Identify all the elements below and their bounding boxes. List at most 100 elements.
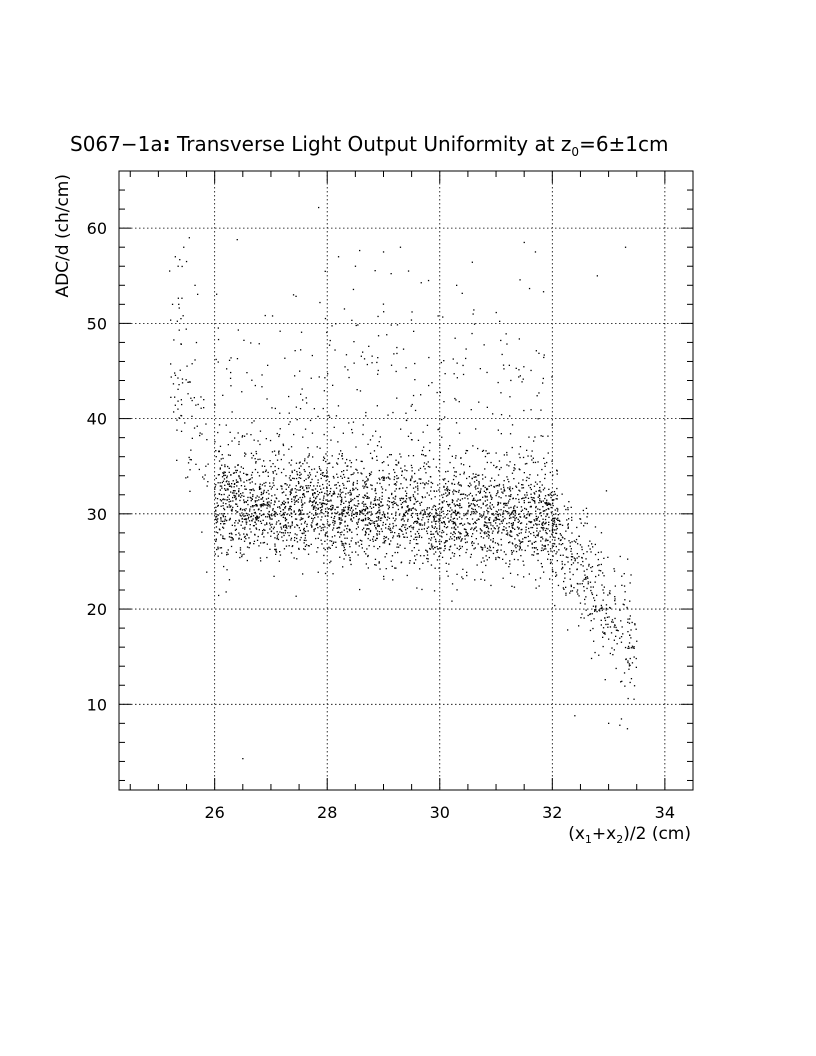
data-point: [567, 526, 569, 528]
data-point: [461, 576, 463, 578]
data-point: [242, 514, 244, 516]
data-point: [590, 620, 592, 622]
data-point: [496, 550, 498, 552]
data-point: [436, 559, 439, 561]
data-point: [269, 528, 271, 530]
data-point: [268, 515, 271, 518]
data-point: [299, 471, 301, 474]
data-point: [466, 571, 468, 573]
data-point: [413, 330, 415, 332]
data-point: [480, 536, 482, 538]
data-point: [530, 488, 532, 491]
data-point: [372, 435, 374, 437]
data-point: [342, 543, 345, 545]
data-point: [294, 375, 296, 377]
data-point: [346, 537, 348, 539]
data-point: [568, 518, 570, 520]
data-point: [378, 561, 380, 563]
data-point: [540, 409, 542, 411]
data-point: [343, 487, 345, 489]
data-point: [463, 523, 466, 525]
data-point: [405, 367, 407, 369]
data-point: [595, 609, 597, 611]
data-point: [377, 335, 380, 337]
data-point: [458, 505, 460, 507]
data-point: [401, 497, 403, 499]
y-tick-label: 10: [87, 695, 107, 714]
data-point: [460, 523, 462, 525]
data-point: [275, 473, 278, 475]
data-point: [414, 508, 416, 510]
data-point: [356, 480, 358, 482]
data-point: [530, 369, 532, 372]
y-axis-label: ADC/d (ch/cm): [53, 174, 73, 298]
data-point: [187, 462, 190, 464]
data-point: [533, 492, 535, 494]
data-point: [323, 495, 325, 497]
data-point: [393, 500, 395, 503]
data-point: [460, 533, 462, 535]
data-point: [345, 554, 347, 556]
data-point: [247, 518, 249, 520]
data-point: [485, 555, 487, 557]
data-point: [513, 507, 515, 510]
data-point: [274, 545, 276, 547]
data-point: [287, 522, 289, 524]
data-point: [362, 485, 364, 487]
data-point: [306, 487, 308, 490]
data-point: [341, 515, 344, 517]
data-point: [375, 527, 377, 529]
data-point: [307, 474, 309, 476]
data-point: [235, 498, 237, 501]
data-point: [422, 482, 424, 484]
data-point: [343, 476, 346, 478]
data-point: [422, 454, 424, 456]
data-point: [482, 502, 484, 504]
data-point: [383, 476, 385, 478]
data-point: [500, 509, 502, 511]
data-point: [518, 498, 520, 501]
data-point: [419, 504, 421, 506]
data-point: [285, 545, 288, 547]
data-point: [454, 397, 456, 400]
data-point: [555, 545, 557, 548]
data-point: [512, 524, 514, 526]
data-point: [237, 481, 239, 483]
data-point: [441, 536, 443, 538]
data-point: [315, 537, 317, 540]
data-point: [253, 509, 255, 511]
data-point: [498, 518, 500, 521]
data-point: [274, 515, 276, 517]
data-point: [473, 497, 475, 499]
data-point: [383, 535, 385, 538]
data-point: [238, 488, 240, 490]
data-point: [552, 531, 554, 534]
data-point: [365, 505, 367, 508]
data-point: [366, 506, 368, 509]
data-point: [390, 560, 392, 562]
data-point: [240, 524, 242, 526]
data-point: [342, 513, 344, 515]
data-point: [226, 368, 228, 370]
data-point: [360, 460, 362, 462]
data-point: [329, 547, 331, 549]
data-point: [418, 523, 420, 525]
data-point: [343, 558, 345, 560]
data-point: [187, 476, 189, 478]
data-point: [479, 532, 482, 534]
data-point: [337, 458, 339, 460]
data-point: [523, 497, 525, 499]
data-point: [518, 520, 520, 522]
data-point: [250, 500, 252, 502]
data-point: [346, 525, 349, 527]
data-point: [407, 505, 409, 507]
data-point: [414, 536, 417, 538]
data-point: [262, 492, 264, 495]
data-point: [368, 528, 370, 530]
data-point: [539, 577, 542, 579]
data-point: [234, 490, 236, 492]
data-point: [414, 498, 417, 501]
data-point: [261, 498, 263, 500]
data-point: [628, 647, 630, 649]
data-point: [413, 562, 415, 564]
